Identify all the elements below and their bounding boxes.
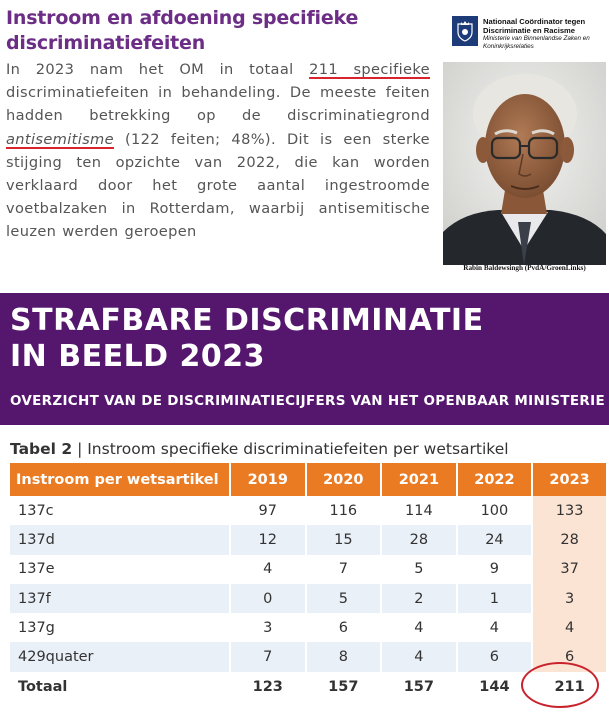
table-cell: 1: [456, 583, 534, 614]
table-caption-text: Instroom specifieke discriminatiefeiten …: [87, 440, 509, 458]
table-cell: 137f: [10, 583, 231, 614]
table-cell: 137c: [10, 496, 231, 526]
instroom-table: Instroom per wetsartikel 2019 2020 2021 …: [10, 463, 606, 702]
table-row: 137d 12 15 28 24 28: [10, 525, 606, 555]
portrait-caption: Rabin Baldewsingh (PvdA/GroenLinks): [463, 264, 586, 272]
table-row: 137e 4 7 5 9 37: [10, 554, 606, 584]
table-cell: 8: [305, 642, 383, 672]
banner-title: STRAFBARE DISCRIMINATIE IN BEELD 2023: [10, 303, 484, 375]
ncdr-logo: Nationaal Coördinator tegen Discriminati…: [452, 14, 604, 60]
table-cell-2023: 3: [532, 583, 606, 614]
table-cell: 5: [305, 583, 383, 614]
table-cell: 4: [456, 613, 534, 643]
table-cell: 4: [381, 613, 458, 643]
table-cell: 0: [230, 583, 307, 614]
table-cell: 28: [381, 525, 458, 555]
table-cell-2023: 133: [532, 496, 606, 526]
banner-title-line-2: IN BEELD 2023: [10, 339, 266, 374]
table-cell: 4: [230, 554, 307, 584]
table-cell: 116: [305, 496, 383, 526]
table-cell: 2: [381, 583, 458, 614]
coat-of-arms-icon: [452, 16, 478, 46]
report-banner: STRAFBARE DISCRIMINATIE IN BEELD 2023 OV…: [0, 293, 609, 425]
table-cell: 137d: [10, 525, 231, 555]
table-cell: 429quater: [10, 642, 231, 672]
total-cell: 123: [230, 671, 307, 702]
table-caption-label: Tabel 2: [10, 440, 73, 458]
article-body: In 2023 nam het OM in totaal 211 specifi…: [6, 58, 430, 244]
total-label: Totaal: [10, 671, 231, 702]
header-cell-2021: 2021: [381, 463, 458, 496]
total-cell: 157: [381, 671, 458, 702]
table-cell: 114: [381, 496, 458, 526]
table-cell: 6: [456, 642, 534, 672]
table-row: 137f 0 5 2 1 3: [10, 583, 606, 614]
table-cell: 7: [305, 554, 383, 584]
table-cell: 137g: [10, 613, 231, 643]
table-cell: 5: [381, 554, 458, 584]
red-circle-annotation: [521, 662, 599, 708]
table-cell-2023: 37: [532, 554, 606, 584]
table-cell: 97: [230, 496, 307, 526]
total-cell: 144: [456, 671, 534, 702]
logo-text: Nationaal Coördinator tegen Discriminati…: [483, 17, 605, 50]
article: Instroom en afdoening specifieke discrim…: [6, 6, 430, 244]
table-caption: Tabel 2 | Instroom specifieke discrimina…: [10, 440, 509, 458]
header-cell-wetsartikel: Instroom per wetsartikel: [10, 463, 231, 496]
table-cell: 100: [456, 496, 534, 526]
body-part-3: (122 feiten; 48%). Dit is een sterke sti…: [6, 130, 430, 241]
table-cell: 12: [230, 525, 307, 555]
table-cell-2023: 28: [532, 525, 606, 555]
logo-line-1: Nationaal Coördinator tegen: [483, 17, 586, 26]
logo-line-3: Ministerie van Binnenlandse Zaken en: [483, 35, 590, 43]
table-row: 137g 3 6 4 4 4: [10, 613, 606, 643]
table-total-row: Totaal 123 157 157 144 211: [10, 671, 606, 702]
highlight-total-count: 211 specifieke: [309, 61, 430, 78]
table-row: 137c 97 116 114 100 133: [10, 496, 606, 526]
banner-subtitle: OVERZICHT VAN DE DISCRIMINATIECIJFERS VA…: [10, 393, 605, 409]
table-cell: 7: [230, 642, 307, 672]
total-cell: 157: [305, 671, 383, 702]
article-title: Instroom en afdoening specifieke discrim…: [6, 7, 359, 54]
table-cell: 24: [456, 525, 534, 555]
table-cell: 15: [305, 525, 383, 555]
table-cell: 4: [381, 642, 458, 672]
table-header-row: Instroom per wetsartikel 2019 2020 2021 …: [10, 463, 606, 496]
table-row: 429quater 7 8 4 6 6: [10, 642, 606, 672]
table-caption-separator: |: [72, 440, 88, 458]
table-cell: 9: [456, 554, 534, 584]
table-cell: 137e: [10, 554, 231, 584]
header-cell-2022: 2022: [456, 463, 534, 496]
body-part-2: discriminatiefeiten in behandeling. De m…: [6, 84, 430, 125]
table-cell: 6: [305, 613, 383, 643]
table-cell-2023: 4: [532, 613, 606, 643]
logo-line-2: Discriminatie en Racisme: [483, 25, 576, 35]
header-cell-2019: 2019: [230, 463, 307, 496]
highlight-antisemitisme: antisemitisme: [6, 130, 114, 148]
logo-line-4: Koninkrijksrelaties: [483, 42, 534, 50]
table-cell: 3: [230, 613, 307, 643]
banner-title-line-1: STRAFBARE DISCRIMINATIE: [10, 303, 484, 338]
portrait-photo: [443, 62, 606, 265]
header-cell-2023: 2023: [532, 463, 606, 496]
body-part-1: In 2023 nam het OM in totaal: [6, 61, 310, 78]
header-cell-2020: 2020: [305, 463, 383, 496]
